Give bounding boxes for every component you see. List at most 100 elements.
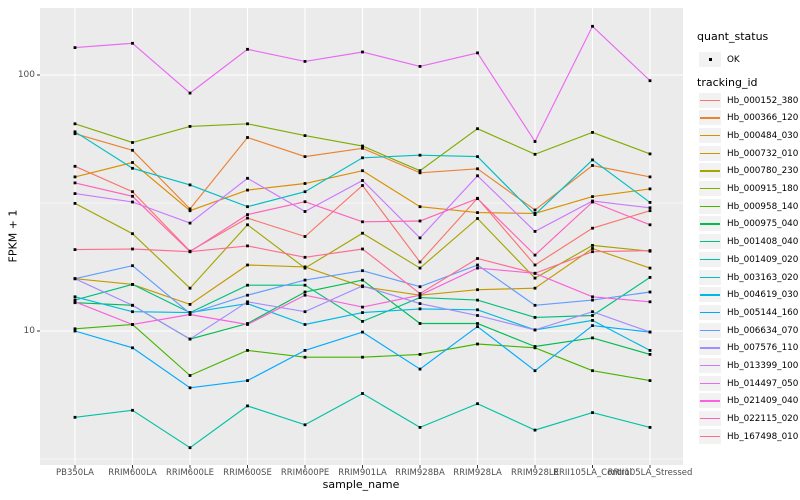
data-point — [361, 231, 364, 235]
data-point — [303, 323, 307, 326]
data-point — [648, 152, 652, 156]
data-point — [476, 127, 479, 131]
data-point — [591, 158, 594, 162]
legend-key-line-icon — [699, 428, 721, 444]
x-tick-label-RRIM600LE: RRIM600LE — [166, 468, 214, 478]
data-point — [131, 310, 134, 314]
plot-panel — [40, 8, 683, 465]
legend-item-label: Hb_000152_380 — [727, 95, 799, 106]
legend-key-line-icon — [699, 198, 721, 214]
data-point — [418, 169, 422, 173]
data-point — [418, 367, 422, 371]
data-point — [591, 244, 594, 247]
x-tick-label-RRIM928LA: RRIM928LA — [453, 468, 502, 478]
data-point — [73, 130, 77, 134]
data-point — [131, 194, 134, 198]
legend-title-tracking-id: tracking_id — [697, 76, 758, 89]
panel-background — [40, 8, 683, 465]
data-point — [591, 131, 594, 134]
data-point — [303, 283, 307, 287]
data-point — [246, 379, 249, 382]
data-point — [246, 213, 249, 216]
data-point — [303, 423, 307, 427]
data-point — [476, 342, 479, 346]
legend-key-line-icon — [699, 216, 721, 232]
data-point — [418, 219, 422, 223]
data-point — [648, 349, 652, 352]
legend-item-label: Hb_005144_160 — [727, 307, 799, 318]
data-point — [648, 206, 652, 210]
data-point — [476, 51, 479, 55]
data-point — [648, 290, 652, 294]
data-point — [361, 50, 364, 54]
data-point — [73, 248, 77, 251]
x-tick-label-RRIM901LA: RRIM901LA — [338, 468, 387, 478]
x-tick-label-RRII105LA_Control: RRII105LA_Control — [553, 468, 632, 478]
data-point — [533, 303, 537, 307]
y-tick-label-10: 10 — [23, 326, 35, 336]
ok-point-icon — [699, 52, 721, 67]
legend-key-line-icon — [699, 411, 721, 427]
data-point — [246, 122, 249, 126]
data-point — [303, 190, 307, 194]
data-point — [533, 369, 537, 373]
y-tick-label-100: 100 — [17, 70, 35, 80]
data-point — [648, 209, 652, 213]
data-point — [418, 293, 422, 297]
data-point — [361, 169, 364, 173]
data-point — [418, 260, 422, 264]
data-point — [533, 286, 537, 290]
data-point — [131, 161, 134, 164]
data-point — [246, 283, 249, 287]
data-point — [73, 329, 77, 333]
data-point — [533, 316, 537, 319]
data-point — [648, 201, 652, 204]
y-axis-title: FPKM + 1 — [6, 209, 20, 263]
data-point — [533, 263, 537, 267]
x-tick-label-RRII105LA_Stressed: RRII105LA_Stressed — [607, 468, 693, 478]
legend-item-label: Hb_014497_050 — [727, 378, 799, 389]
legend-item-label: Hb_007576_110 — [727, 343, 799, 354]
data-point — [73, 295, 77, 299]
legend-item-label: Hb_000975_040 — [727, 219, 799, 230]
data-point — [591, 319, 594, 322]
data-point — [188, 91, 192, 95]
data-point — [533, 271, 537, 275]
data-point — [591, 324, 594, 327]
data-point — [246, 244, 249, 248]
data-point — [418, 171, 422, 175]
legend-title-quant-status: quant_status — [697, 30, 769, 43]
data-point — [131, 283, 134, 286]
data-point — [591, 164, 594, 167]
legend-item-label: Hb_000780_230 — [727, 166, 799, 177]
data-point — [533, 276, 537, 280]
data-point — [361, 305, 364, 309]
data-point — [476, 298, 479, 302]
data-point — [648, 175, 652, 179]
data-point — [246, 176, 249, 180]
data-point — [361, 330, 364, 334]
legend-item-label: Hb_003163_020 — [727, 272, 799, 283]
data-point — [303, 255, 307, 259]
data-point — [533, 253, 537, 257]
data-point — [303, 290, 307, 294]
data-point — [418, 205, 422, 209]
legend-key-line-icon — [699, 358, 721, 373]
legend-item-label: Hb_013399_100 — [727, 361, 799, 371]
data-point — [246, 404, 249, 408]
data-point — [131, 264, 134, 268]
data-point — [591, 200, 594, 204]
data-point — [476, 197, 479, 200]
data-point — [73, 122, 77, 126]
data-point — [361, 247, 364, 251]
data-point — [303, 266, 307, 270]
data-point — [648, 223, 652, 227]
data-point — [188, 207, 192, 211]
data-point — [648, 426, 652, 429]
data-point — [188, 209, 192, 213]
data-point — [361, 320, 364, 323]
legend-item-label: OK — [727, 55, 740, 65]
legend-item-label: Hb_006634_070 — [727, 325, 799, 336]
data-point — [418, 153, 422, 157]
